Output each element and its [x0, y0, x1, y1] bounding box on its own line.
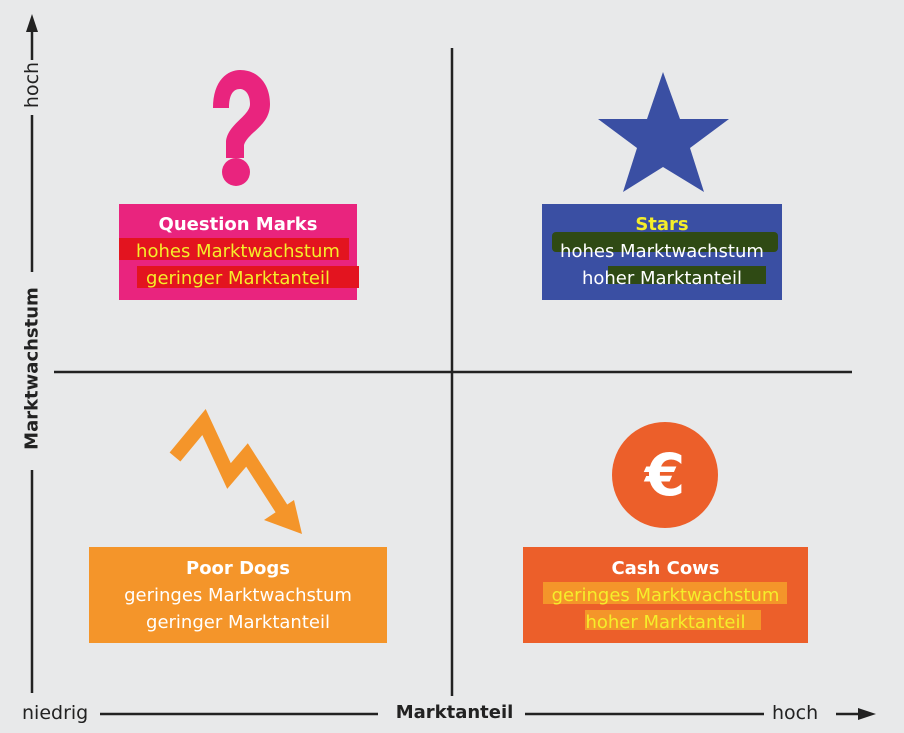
- question-marks-title: Question Marks: [158, 214, 318, 235]
- question-marks-line2: geringer Marktanteil: [146, 268, 330, 289]
- star-icon: [598, 72, 729, 192]
- y-axis-title: Marktwachstum: [21, 287, 43, 450]
- cash-cows-title: Cash Cows: [611, 558, 720, 579]
- euro-coin-symbol: €: [644, 441, 686, 509]
- x-axis-high-label: hoch: [772, 702, 819, 724]
- question-marks-line1: hohes Marktwachstum: [136, 241, 340, 262]
- stars-line2: hoher Marktanteil: [581, 268, 743, 289]
- y-axis-arrow-icon: [26, 14, 38, 32]
- poor-dogs-line2: geringer Marktanteil: [146, 612, 330, 633]
- question-mark-icon: [213, 70, 270, 186]
- cash-cows-line1: geringes Marktwachstum: [551, 585, 780, 606]
- poor-dogs-title: Poor Dogs: [186, 558, 290, 579]
- euro-coin-icon: [612, 422, 718, 528]
- y-axis: [26, 14, 38, 693]
- y-axis-high-label: hoch: [21, 61, 43, 109]
- x-axis: [100, 708, 876, 720]
- stars-title: Stars: [635, 214, 689, 235]
- zigzag-down-arrow-icon: [169, 408, 302, 534]
- question-marks-box: Question Marks hohes Marktwachstum gerin…: [119, 204, 359, 300]
- cash-cows-line2: hoher Marktanteil: [585, 612, 746, 633]
- poor-dogs-box: Poor Dogs geringes Marktwachstum geringe…: [89, 547, 387, 643]
- cash-cows-box: Cash Cows geringes Marktwachstum hoher M…: [523, 547, 808, 643]
- stars-box: Stars hohes Marktwachstum hoher Marktant…: [542, 204, 782, 300]
- x-axis-title: Marktanteil: [395, 702, 514, 723]
- stars-line1: hohes Marktwachstum: [560, 241, 764, 262]
- x-axis-arrow-icon: [858, 708, 876, 720]
- poor-dogs-line1: geringes Marktwachstum: [124, 585, 352, 606]
- x-axis-low-label: niedrig: [22, 702, 89, 724]
